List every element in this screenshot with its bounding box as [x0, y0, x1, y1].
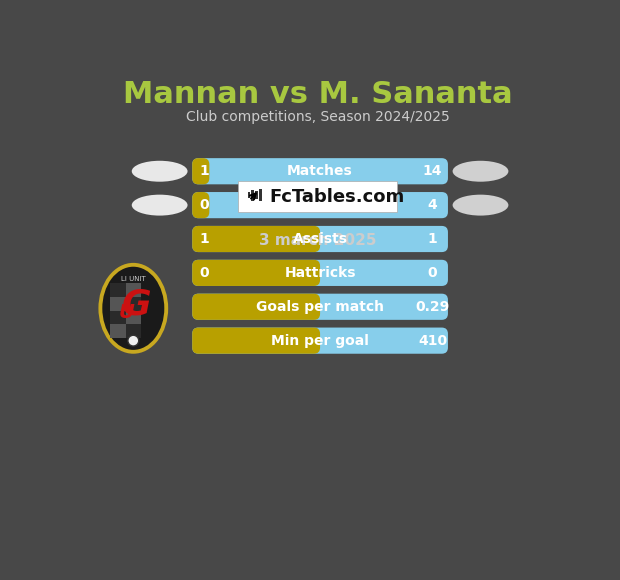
FancyBboxPatch shape	[192, 226, 320, 252]
FancyBboxPatch shape	[192, 293, 448, 320]
FancyBboxPatch shape	[238, 182, 397, 212]
FancyBboxPatch shape	[192, 192, 210, 218]
Text: 0.29: 0.29	[415, 300, 450, 314]
Ellipse shape	[131, 161, 187, 182]
FancyBboxPatch shape	[192, 158, 448, 184]
Bar	[110, 324, 125, 338]
Text: Goals: Goals	[298, 198, 342, 212]
Text: LI UNIT: LI UNIT	[121, 276, 146, 282]
Bar	[259, 189, 262, 201]
Bar	[110, 283, 125, 297]
FancyBboxPatch shape	[192, 192, 448, 218]
Bar	[247, 192, 250, 198]
Bar	[125, 311, 141, 324]
Text: Matches: Matches	[287, 164, 353, 178]
Text: 1: 1	[428, 232, 437, 246]
Bar	[125, 283, 141, 297]
Text: 1: 1	[200, 164, 210, 178]
Bar	[125, 297, 141, 311]
Text: 0: 0	[428, 266, 437, 280]
Text: FcTables.com: FcTables.com	[269, 188, 404, 206]
Text: 1: 1	[200, 232, 210, 246]
Circle shape	[128, 335, 139, 346]
Ellipse shape	[99, 263, 168, 354]
FancyBboxPatch shape	[192, 293, 320, 320]
FancyBboxPatch shape	[192, 328, 320, 354]
Text: Hattricks: Hattricks	[285, 266, 356, 280]
Text: Min per goal: Min per goal	[271, 334, 369, 347]
Text: U: U	[119, 303, 135, 322]
Ellipse shape	[453, 161, 508, 182]
Text: 4: 4	[428, 198, 437, 212]
FancyBboxPatch shape	[192, 158, 210, 184]
Bar	[252, 190, 254, 201]
Bar	[255, 191, 258, 199]
Text: 410: 410	[418, 334, 447, 347]
Text: 0: 0	[200, 198, 210, 212]
Text: Goals per match: Goals per match	[256, 300, 384, 314]
Bar	[125, 324, 141, 338]
Text: 3 march 2025: 3 march 2025	[259, 233, 376, 248]
FancyBboxPatch shape	[192, 328, 448, 354]
Bar	[110, 311, 125, 324]
FancyBboxPatch shape	[192, 260, 320, 286]
FancyBboxPatch shape	[192, 260, 448, 286]
Text: G: G	[122, 288, 151, 321]
Text: Assists: Assists	[293, 232, 348, 246]
Text: Club competitions, Season 2024/2025: Club competitions, Season 2024/2025	[186, 110, 450, 124]
Text: 14: 14	[423, 164, 442, 178]
Ellipse shape	[102, 267, 164, 350]
Text: 0: 0	[200, 266, 210, 280]
Text: Mannan vs M. Sananta: Mannan vs M. Sananta	[123, 79, 513, 108]
FancyBboxPatch shape	[192, 226, 448, 252]
Ellipse shape	[131, 195, 187, 216]
Bar	[110, 297, 125, 311]
Ellipse shape	[453, 195, 508, 216]
